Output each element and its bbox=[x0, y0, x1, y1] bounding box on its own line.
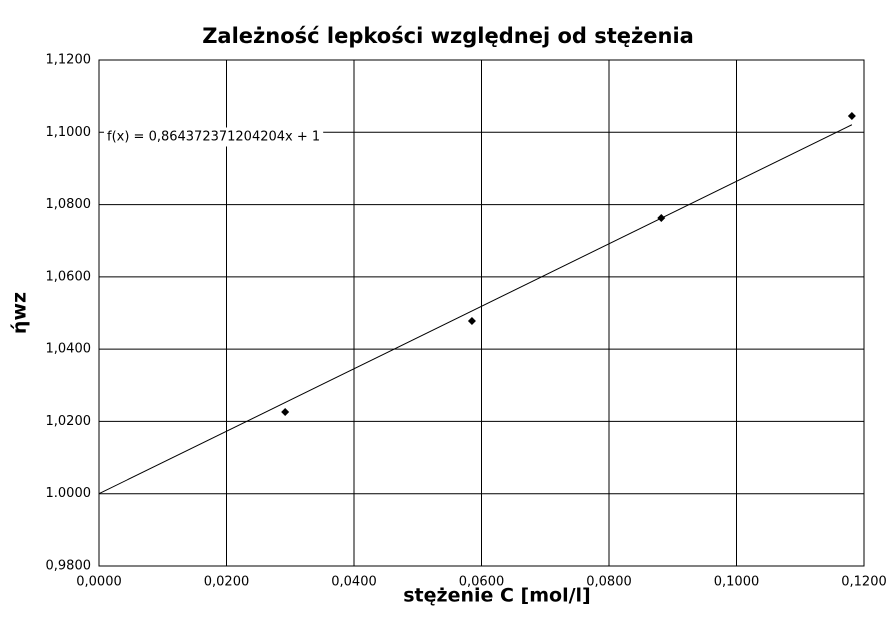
plot-border bbox=[98, 59, 865, 567]
y-tick-label: 1.0000 bbox=[46, 486, 92, 501]
x-tick-label: 0,0400 bbox=[331, 575, 377, 590]
trendline bbox=[98, 124, 853, 495]
point bbox=[467, 316, 476, 325]
point bbox=[847, 112, 856, 121]
x-tick-label: 0,1200 bbox=[841, 575, 887, 590]
x-tick-label: 0,0000 bbox=[76, 575, 122, 590]
y-tick-label: 0,9800 bbox=[46, 559, 92, 574]
y-tick-label: 1,0800 bbox=[46, 197, 92, 212]
x-tick-label: 0,0800 bbox=[586, 575, 632, 590]
x-axis-title: stężenie C [mol/l] bbox=[403, 585, 591, 607]
point bbox=[281, 408, 290, 417]
equation-background bbox=[104, 127, 324, 147]
y-tick-label: 1,0400 bbox=[46, 342, 92, 357]
x-tick-label: 0,0600 bbox=[459, 575, 505, 590]
x-tick-label: 0,0200 bbox=[204, 575, 250, 590]
trendline-equation: f(x) = 0,864372371204204x + 1 bbox=[107, 130, 320, 145]
point bbox=[657, 213, 666, 222]
y-tick-label: 1,1000 bbox=[46, 125, 92, 140]
x-tick-label: 0,1000 bbox=[714, 575, 760, 590]
chart-title: Zależność lepkości względnej od stężenia bbox=[202, 24, 694, 48]
y-tick-label: 1,0200 bbox=[46, 414, 92, 429]
y-axis-title: ήwz bbox=[9, 292, 31, 334]
y-tick-label: 1,1200 bbox=[46, 53, 92, 68]
y-tick-label: 1,0600 bbox=[46, 269, 92, 284]
